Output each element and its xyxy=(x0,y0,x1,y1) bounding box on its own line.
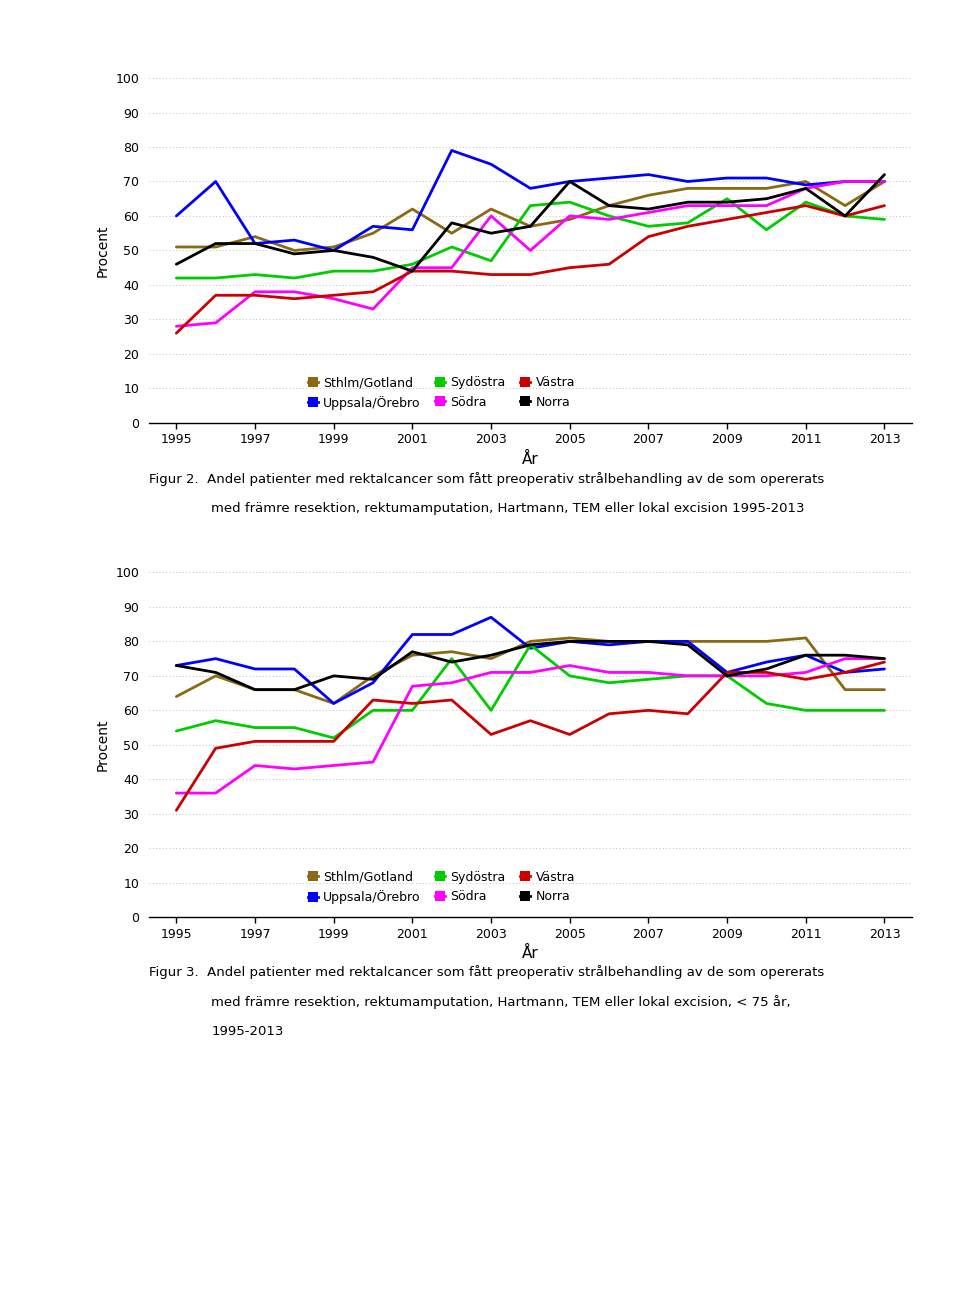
Y-axis label: Procent: Procent xyxy=(96,718,109,771)
Text: 1995-2013: 1995-2013 xyxy=(211,1025,283,1038)
Y-axis label: Procent: Procent xyxy=(96,224,109,277)
X-axis label: År: År xyxy=(522,451,539,467)
Text: Figur 3.  Andel patienter med rektalcancer som fått preoperativ strålbehandling : Figur 3. Andel patienter med rektalcance… xyxy=(149,965,824,980)
Text: med främre resektion, rektumamputation, Hartmann, TEM eller lokal excision 1995-: med främre resektion, rektumamputation, … xyxy=(211,502,804,515)
X-axis label: År: År xyxy=(522,946,539,961)
Legend: Sthlm/Gotland, Uppsala/Örebro, Sydöstra, Södra, Västra, Norra: Sthlm/Gotland, Uppsala/Örebro, Sydöstra,… xyxy=(308,376,575,410)
Ellipse shape xyxy=(848,0,872,43)
Legend: Sthlm/Gotland, Uppsala/Örebro, Sydöstra, Södra, Västra, Norra: Sthlm/Gotland, Uppsala/Örebro, Sydöstra,… xyxy=(308,870,575,904)
Text: Figur 2.  Andel patienter med rektalcancer som fått preoperativ strålbehandling : Figur 2. Andel patienter med rektalcance… xyxy=(149,472,824,487)
Text: med främre resektion, rektumamputation, Hartmann, TEM eller lokal excision, < 75: med främre resektion, rektumamputation, … xyxy=(211,995,791,1010)
